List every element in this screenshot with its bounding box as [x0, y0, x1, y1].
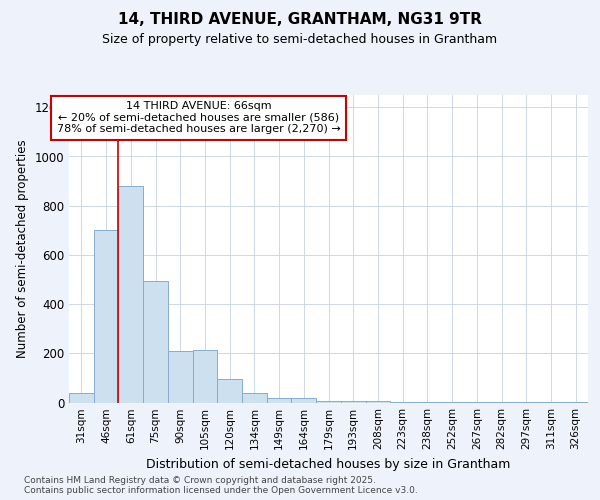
Bar	[94, 230, 118, 402]
Text: 14, THIRD AVENUE, GRANTHAM, NG31 9TR: 14, THIRD AVENUE, GRANTHAM, NG31 9TR	[118, 12, 482, 28]
Bar	[168, 351, 193, 403]
Bar	[267, 398, 292, 402]
Text: 14 THIRD AVENUE: 66sqm
← 20% of semi-detached houses are smaller (586)
78% of se: 14 THIRD AVENUE: 66sqm ← 20% of semi-det…	[57, 101, 341, 134]
Bar	[292, 398, 316, 402]
Text: Contains HM Land Registry data © Crown copyright and database right 2025.
Contai: Contains HM Land Registry data © Crown c…	[24, 476, 418, 495]
Bar	[69, 392, 94, 402]
Bar	[118, 186, 143, 402]
Bar	[217, 379, 242, 402]
Text: Size of property relative to semi-detached houses in Grantham: Size of property relative to semi-detach…	[103, 32, 497, 46]
Bar	[143, 280, 168, 402]
X-axis label: Distribution of semi-detached houses by size in Grantham: Distribution of semi-detached houses by …	[146, 458, 511, 471]
Y-axis label: Number of semi-detached properties: Number of semi-detached properties	[16, 140, 29, 358]
Bar	[242, 392, 267, 402]
Bar	[193, 350, 217, 403]
